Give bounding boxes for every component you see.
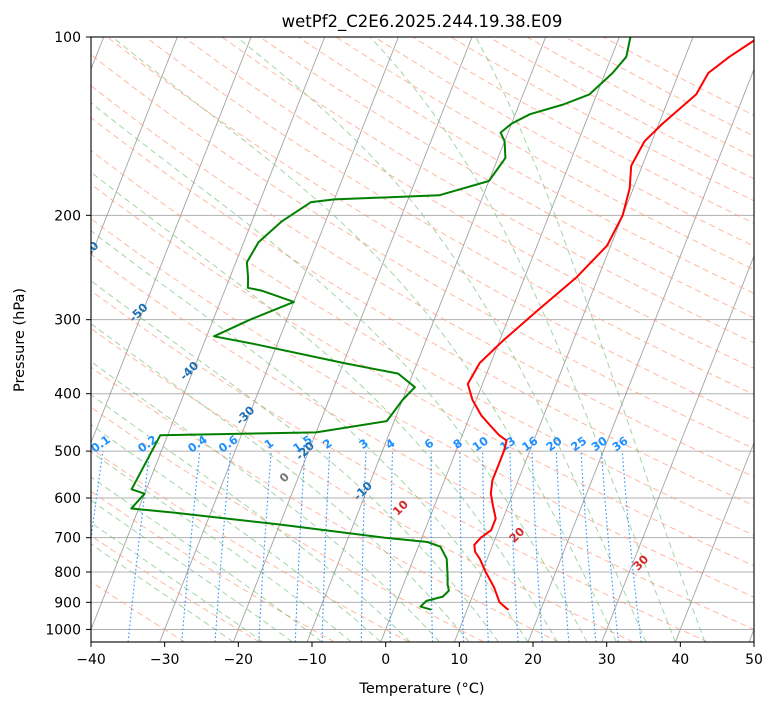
y-tick-label: 100 (54, 30, 81, 46)
y-tick-label: 700 (54, 531, 81, 547)
moist-adiabat-line (112, 37, 617, 642)
y-tick-label: 1000 (45, 622, 81, 638)
x-axis-ticks: −40 −30 −20 −10 0 10 20 30 40 50 (76, 642, 763, 668)
moist-adiabat-line (91, 360, 440, 642)
mixing-ratio-line (600, 451, 619, 642)
dry-adiabat-line (91, 406, 484, 642)
mixing-ratio-line (580, 451, 597, 642)
dry-adiabat-line (91, 290, 709, 642)
isotherm-line (453, 37, 694, 642)
moist-adiabat-line (91, 543, 234, 642)
y-tick-label: 200 (54, 208, 81, 224)
moist-adiabat-line (91, 394, 411, 642)
dry-adiabat-line (91, 253, 754, 630)
y-tick-label: 400 (54, 387, 81, 403)
x-tick-label: 0 (381, 652, 390, 668)
y-tick-label: 500 (54, 444, 81, 460)
y-tick-label: 900 (54, 595, 81, 611)
x-tick-label: 50 (745, 652, 763, 668)
dry-adiabat-line (91, 366, 559, 642)
isotherm-label: -60 (77, 238, 102, 263)
x-tick-label: −10 (297, 652, 327, 668)
dry-adiabat-line (91, 149, 754, 536)
y-axis-ticks: 100 200 300 400 500 600 700 800 900 1000 (45, 30, 91, 638)
isotherm-line (159, 37, 399, 642)
moist-adiabat-line (91, 521, 264, 642)
plot-frame (90, 36, 755, 643)
mixing-ratio-line (91, 451, 104, 543)
dry-adiabat-line (91, 218, 754, 598)
x-tick-label: 10 (450, 652, 468, 668)
mixing-ratio-line (181, 451, 201, 642)
moist-adiabat-line (91, 280, 500, 642)
moist-adiabat-line (91, 102, 588, 642)
dry-adiabat-line (91, 490, 335, 642)
x-tick-label: 40 (671, 652, 689, 668)
y-tick-label: 300 (54, 313, 81, 329)
x-tick-label: −30 (150, 652, 180, 668)
isotherm-line (91, 37, 252, 444)
dry-adiabat-line (91, 327, 634, 642)
moist-adiabat-line (369, 37, 676, 642)
isotherm-line (91, 37, 326, 631)
isotherm-line (601, 254, 754, 642)
moist-adiabat-line (91, 424, 382, 642)
isotherm-line (232, 37, 473, 642)
y-tick-label: 600 (54, 491, 81, 507)
mixing-ratio-line (621, 451, 642, 642)
y-axis-title: Pressure (hPa) (12, 288, 28, 392)
temperature-profile-line (466, 39, 754, 611)
moist-adiabat-line (236, 37, 647, 642)
dry-adiabat-line (91, 53, 754, 450)
dry-adiabat-line (221, 37, 754, 344)
isotherm-line (674, 441, 754, 642)
x-tick-label: 30 (598, 652, 616, 668)
dry-adiabat-line (259, 37, 754, 319)
sounding-profiles (130, 37, 754, 611)
moist-adiabat-line (475, 37, 706, 642)
dry-adiabat-line (91, 448, 410, 642)
x-axis-title: Temperature (°C) (358, 681, 484, 697)
dewpoint-profile-line (130, 37, 632, 611)
dry-adiabat-line (91, 183, 754, 567)
x-tick-label: −40 (76, 652, 106, 668)
mixing-ratio-line (214, 451, 232, 642)
moist-adiabat-line (91, 451, 352, 642)
isotherm-line (91, 37, 178, 258)
dry-adiabat-line (91, 535, 260, 642)
y-tick-label: 800 (54, 565, 81, 581)
dry-adiabat-line (106, 37, 754, 422)
x-tick-label: 20 (524, 652, 542, 668)
isotherm-line (527, 67, 754, 642)
chart-title: wetPf2_C2E6.2025.244.19.38.E09 (282, 12, 563, 32)
x-tick-label: −20 (224, 652, 254, 668)
moist-adiabat-line (91, 499, 293, 642)
